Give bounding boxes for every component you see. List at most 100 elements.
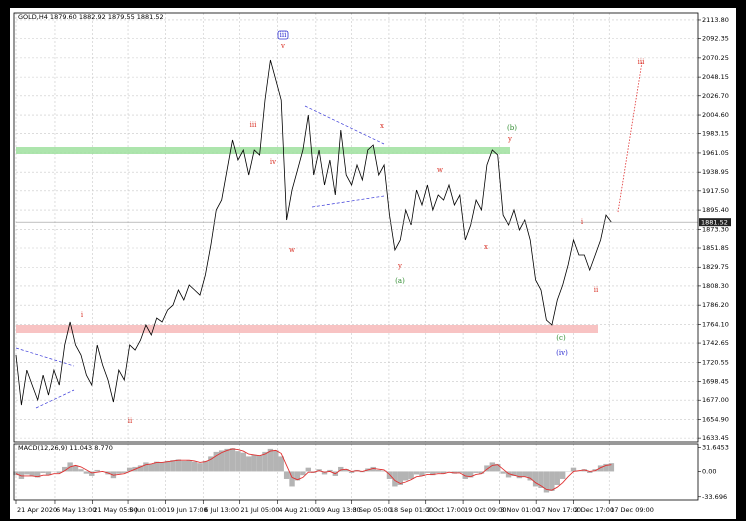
macd-bar	[283, 471, 290, 479]
macd-bar	[116, 471, 122, 474]
macd-bar	[218, 450, 225, 472]
y-tick-label: 1961.05	[702, 149, 729, 157]
macd-panel-frame	[13, 443, 699, 501]
macd-bar	[462, 471, 468, 479]
macd-bar	[403, 471, 409, 481]
x-tick-label: 19 Aug 13:00	[317, 506, 361, 514]
support-zone	[16, 325, 598, 333]
wave-label: (b)	[507, 124, 517, 132]
macd-bar	[40, 471, 46, 473]
projection-line	[617, 61, 643, 213]
y-tick-label: 1895.40	[702, 206, 729, 214]
macd-bar	[273, 450, 279, 472]
macd-bar	[370, 466, 376, 472]
y-tick-label: 2004.60	[702, 111, 729, 119]
macd-bar	[484, 465, 490, 472]
last-price-label: 1881.52	[701, 219, 728, 227]
x-tick-label: 6 Jul 13:00	[204, 506, 239, 514]
macd-bar	[408, 471, 414, 479]
x-tick-label: 17 Nov 17:00	[537, 506, 581, 514]
wave-label: iii	[280, 31, 287, 39]
macd-bar	[213, 451, 219, 472]
macd-title: MACD(12,26,9) 11.043 8.770	[18, 444, 113, 452]
macd-bar	[478, 471, 485, 474]
x-tick-label: 4 Aug 21:00	[278, 506, 318, 514]
macd-bar	[94, 469, 100, 472]
x-tick-label: 3 Nov 01:00	[500, 506, 540, 514]
macd-bar	[229, 448, 236, 472]
triangles	[15, 105, 385, 409]
macd-bar	[262, 451, 268, 472]
macd-bar	[170, 460, 176, 472]
macd-bar	[489, 462, 496, 472]
macd-bar	[208, 456, 214, 472]
macd-bar	[413, 471, 420, 475]
macd-bar	[543, 471, 550, 493]
macd-bar	[440, 471, 447, 474]
macd-bar	[587, 471, 593, 473]
macd-bar	[45, 471, 52, 476]
macd-bar	[505, 471, 512, 478]
annotation-box	[277, 30, 289, 40]
macd-bar	[549, 471, 555, 491]
macd-bar	[246, 456, 252, 472]
macd-bar	[62, 466, 68, 472]
trend-line	[15, 347, 75, 367]
x-tick-label: 2 Oct 17:00	[427, 506, 465, 514]
y-tick-label: 1938.95	[702, 168, 729, 176]
macd-bar	[338, 466, 344, 472]
macd-bar	[240, 452, 247, 472]
macd-bar	[511, 471, 517, 476]
macd-bar	[397, 471, 404, 485]
macd-bar	[154, 461, 160, 472]
y-tick-label: 1917.50	[702, 187, 729, 195]
plot-layer: 2113.80 2092.35 2070.25 2048.15 2026.70 2004.…	[13, 16, 731, 514]
macd-bar	[419, 471, 425, 476]
signal-line	[15, 448, 612, 491]
macd-bar	[435, 471, 441, 473]
x-tick-label: 19 Oct 09:00	[464, 506, 506, 514]
y-tick-label: 2048.15	[702, 73, 729, 81]
macd-bar	[72, 465, 79, 472]
last-price-box	[699, 218, 731, 227]
x-tick-label: 21 Apr 2020	[17, 506, 57, 514]
wave-label: (c)	[556, 334, 566, 342]
macd-bar	[224, 448, 230, 472]
y-tick-label: 1698.45	[702, 378, 729, 386]
macd-bar	[83, 471, 90, 474]
macd-bar	[603, 463, 609, 472]
wave-label: (iv)	[556, 349, 568, 357]
macd-bar	[197, 463, 203, 472]
macd-bar	[430, 471, 436, 476]
macd-bar	[256, 455, 263, 472]
resistance-zone	[16, 147, 510, 154]
price-panel-frame	[13, 12, 699, 443]
wave-label: x	[380, 122, 384, 130]
macd-bar	[424, 471, 431, 473]
y-tick-label: 2026.70	[702, 92, 729, 100]
wave-label: y	[507, 135, 512, 143]
macd-bar	[294, 471, 301, 481]
macd-bar	[34, 471, 41, 478]
macd-bar	[300, 471, 306, 476]
macd-bar	[78, 469, 84, 472]
y-tick-label: 1654.90	[702, 415, 729, 423]
trend-line	[35, 389, 75, 409]
macd-bar	[18, 471, 25, 479]
x-tick-label: 6 May 13:00	[56, 506, 96, 514]
y-tick-label: 1786.20	[702, 301, 729, 309]
macd-bar	[457, 471, 463, 473]
x-tick-label: 21 Jul 05:00	[241, 506, 280, 514]
x-tick-label: 5 Jun 01:00	[129, 506, 166, 514]
macd-bar	[305, 467, 311, 472]
wave-label: i	[81, 311, 84, 319]
macd-bar	[473, 471, 479, 473]
price-line	[15, 59, 612, 406]
macd-bar	[375, 469, 382, 472]
macd-bar	[538, 471, 544, 488]
macd-bar	[516, 471, 523, 479]
macd-bar	[392, 471, 398, 487]
macd-bar	[597, 465, 604, 472]
